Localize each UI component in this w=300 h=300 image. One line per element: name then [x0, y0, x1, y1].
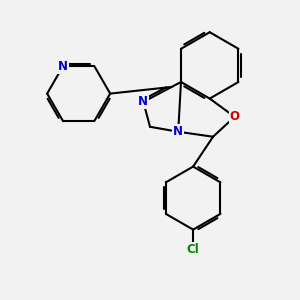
Text: N: N	[138, 95, 148, 108]
Text: N: N	[58, 60, 68, 73]
Text: Cl: Cl	[187, 243, 200, 256]
Text: N: N	[173, 125, 183, 138]
Text: O: O	[230, 110, 240, 123]
